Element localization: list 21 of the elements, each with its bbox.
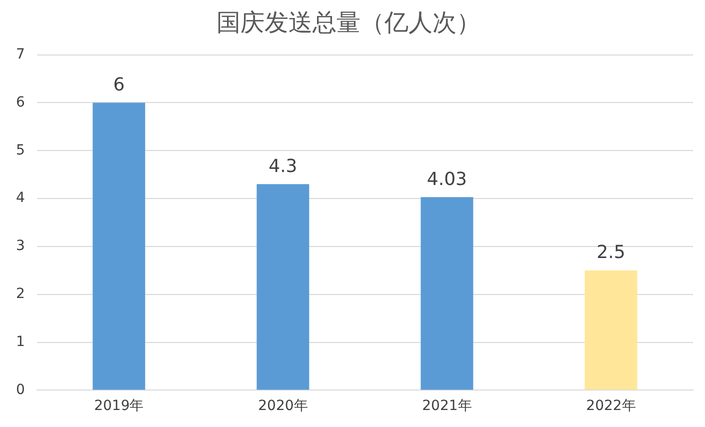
bar [420, 197, 474, 390]
bar [92, 102, 146, 390]
y-tick-label: 6 [16, 94, 25, 110]
y-tick-label: 1 [16, 334, 25, 350]
y-tick-label: 4 [16, 190, 25, 206]
data-label: 6 [113, 74, 125, 96]
y-tick-label: 3 [16, 238, 25, 254]
data-label: 2.5 [596, 242, 626, 264]
chart-title: 国庆发送总量（亿人次） [216, 8, 480, 37]
bar [256, 184, 310, 390]
x-tick-label: 2022年 [586, 398, 636, 414]
y-tick-label: 7 [16, 46, 25, 62]
data-label: 4.3 [268, 156, 298, 177]
x-tick-label: 2020年 [258, 398, 308, 414]
bar [584, 270, 638, 390]
y-tick-label: 2 [16, 286, 25, 302]
x-tick-label: 2019年 [94, 398, 144, 414]
x-tick-label: 2021年 [422, 398, 472, 414]
data-label: 4.03 [426, 168, 468, 190]
y-tick-label: 0 [16, 382, 25, 398]
y-tick-label: 5 [16, 142, 25, 158]
